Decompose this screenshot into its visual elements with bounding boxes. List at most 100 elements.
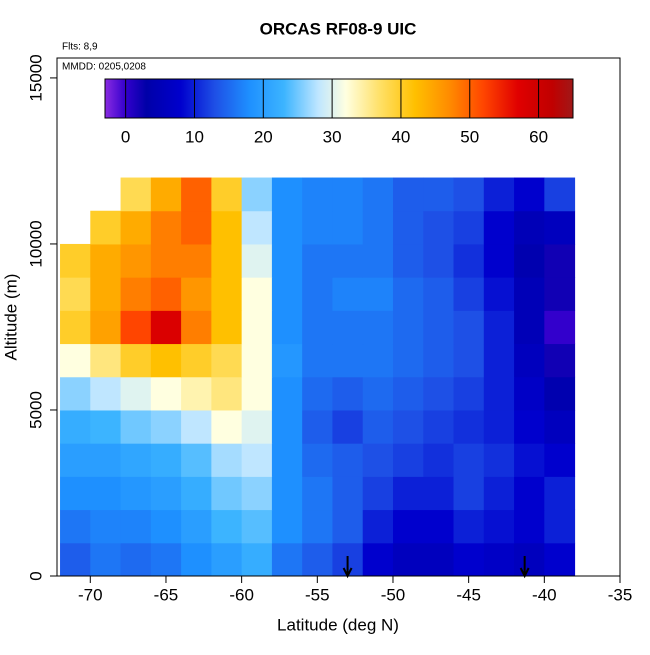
heat-cell: [453, 310, 485, 345]
heat-cell: [392, 509, 424, 544]
heat-cell: [150, 476, 182, 511]
heat-cell: [362, 376, 394, 411]
heat-cell: [544, 277, 576, 311]
heat-cell: [150, 177, 182, 212]
heat-cell: [211, 310, 243, 345]
heat-cell: [90, 210, 122, 245]
heat-cell: [392, 409, 424, 444]
heat-cell: [332, 343, 364, 378]
x-tick-label: -55: [305, 585, 330, 604]
heat-cell: [423, 343, 455, 378]
heat-cell: [120, 509, 152, 544]
x-tick-label: -65: [154, 585, 179, 604]
heat-cell: [181, 376, 212, 411]
heat-cell: [423, 376, 455, 411]
heat-cell: [90, 243, 122, 278]
colorbar-tick-label: 0: [121, 127, 130, 146]
heat-cell: [483, 443, 515, 477]
heat-cell: [362, 277, 394, 311]
heat-cell: [241, 443, 273, 477]
heat-cell: [211, 210, 243, 245]
heat-cell: [423, 310, 455, 345]
heat-cell: [392, 376, 424, 411]
heat-cell: [362, 443, 394, 477]
heat-cell: [241, 277, 273, 311]
heat-cell: [453, 476, 485, 511]
heat-cell: [181, 409, 212, 444]
heat-cell: [544, 177, 576, 212]
heat-cell: [514, 376, 545, 411]
heat-cell: [90, 476, 122, 511]
heat-cell: [423, 243, 455, 278]
heat-cell: [362, 542, 394, 577]
annotation: Flts: 8,9: [62, 42, 98, 53]
heat-cell: [302, 376, 333, 411]
heat-cell: [483, 376, 515, 411]
heat-cell: [302, 409, 333, 444]
heat-cell: [181, 509, 212, 544]
heat-cell: [302, 210, 333, 245]
y-tick-label: 10000: [26, 220, 45, 267]
heat-cell: [150, 409, 182, 444]
heat-cell: [302, 310, 333, 345]
heat-cell: [271, 509, 303, 544]
heat-cell: [302, 243, 333, 278]
heat-cell: [453, 343, 485, 378]
heat-cell: [181, 343, 212, 378]
heat-cell: [120, 409, 152, 444]
heat-cell: [423, 177, 455, 212]
heat-cell: [362, 509, 394, 544]
heat-cell: [60, 409, 91, 444]
heat-cell: [150, 343, 182, 378]
heat-cell: [60, 476, 91, 511]
chart-title: ORCAS RF08-9 UIC: [260, 19, 417, 38]
heat-cell: [514, 443, 545, 477]
heat-cell: [514, 542, 545, 577]
heat-cell: [90, 443, 122, 477]
heat-cell: [483, 210, 515, 245]
heat-cell: [181, 277, 212, 311]
heat-cell: [60, 343, 91, 378]
heat-cell: [423, 409, 455, 444]
heat-cell: [332, 310, 364, 345]
heat-cell: [241, 409, 273, 444]
heat-cell: [332, 210, 364, 245]
heat-cell: [120, 210, 152, 245]
colorbar-tick-label: 60: [529, 127, 548, 146]
heat-cell: [60, 509, 91, 544]
heat-cell: [150, 376, 182, 411]
heat-cell: [181, 310, 212, 345]
x-axis-label: Latitude (deg N): [277, 615, 399, 634]
heat-cell: [483, 509, 515, 544]
heat-cell: [544, 243, 576, 278]
heat-cell: [241, 210, 273, 245]
heat-cell: [483, 542, 515, 577]
heat-cell: [211, 509, 243, 544]
heat-cell: [362, 177, 394, 212]
heat-cell: [514, 210, 545, 245]
heat-cell: [90, 343, 122, 378]
heat-cell: [514, 243, 545, 278]
heat-cell: [302, 443, 333, 477]
heat-cell: [423, 476, 455, 511]
heat-cell: [271, 277, 303, 311]
heat-cell: [453, 542, 485, 577]
heat-cell: [271, 443, 303, 477]
y-tick-label: 5000: [26, 391, 45, 429]
y-tick-label: 15000: [26, 54, 45, 101]
heat-cell: [544, 409, 576, 444]
heat-cell: [90, 277, 122, 311]
x-tick-label: -35: [608, 585, 633, 604]
heat-cell: [544, 210, 576, 245]
heat-cell: [241, 343, 273, 378]
heat-cell: [120, 443, 152, 477]
heat-cell: [453, 243, 485, 278]
heat-cell: [271, 542, 303, 577]
heat-cell: [271, 476, 303, 511]
heat-cell: [271, 310, 303, 345]
heat-cell: [271, 343, 303, 378]
heat-cell: [211, 542, 243, 577]
heat-cell: [120, 376, 152, 411]
heat-cell: [120, 243, 152, 278]
